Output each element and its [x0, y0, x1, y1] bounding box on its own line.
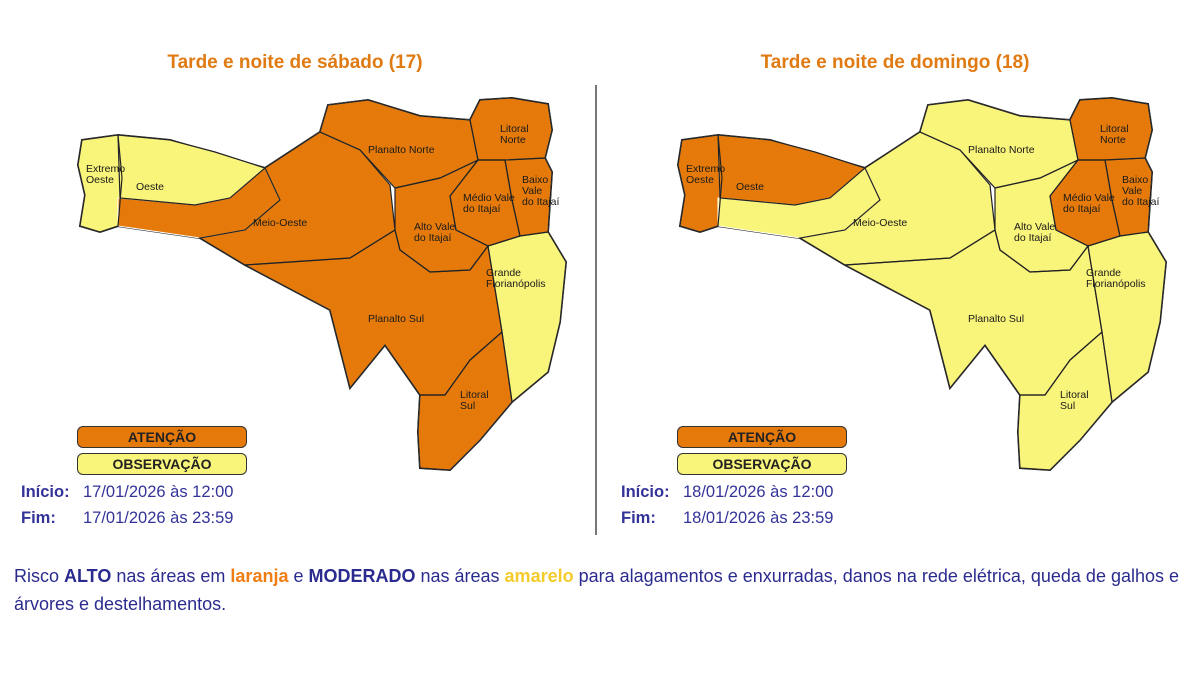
- footer-text: nas áreas em: [111, 566, 231, 586]
- region-label-grande-florianopolis: Grande Florianópolis: [486, 267, 546, 290]
- region-border: [842, 229, 1103, 396]
- region-label-alto-vale: Alto Vale do Itajaí: [1014, 221, 1055, 244]
- panel-divider: [595, 85, 597, 535]
- color-yellow-word: amarelo: [504, 566, 574, 586]
- legend-observation: OBSERVAÇÃO: [677, 453, 847, 475]
- region-border: [77, 134, 123, 233]
- region-label-medio-vale: Médio Vale do Itajaí: [463, 192, 515, 215]
- region-label-litoral-norte: Litoral Norte: [500, 123, 529, 146]
- footer-text: nas áreas: [415, 566, 505, 586]
- start-label: Início:: [621, 483, 670, 501]
- region-label-litoral-norte: Litoral Norte: [1100, 123, 1129, 146]
- start-label: Início:: [21, 483, 70, 501]
- region-label-litoral-sul: Litoral Sul: [1060, 389, 1089, 412]
- region-label-grande-florianopolis: Grande Florianópolis: [1086, 267, 1146, 290]
- risk-high: ALTO: [64, 566, 112, 586]
- region-label-extremo-oeste: Extremo Oeste: [686, 163, 725, 186]
- region-label-oeste: Oeste: [736, 181, 764, 193]
- region-label-extremo-oeste: Extremo Oeste: [86, 163, 125, 186]
- region-border: [242, 229, 503, 396]
- footer-text: Risco: [14, 566, 65, 586]
- region-label-planalto-norte: Planalto Norte: [968, 144, 1035, 156]
- risk-moderate: MODERADO: [308, 566, 416, 586]
- legend-attention: ATENÇÃO: [77, 426, 247, 448]
- region-label-oeste: Oeste: [136, 181, 164, 193]
- region-label-planalto-sul: Planalto Sul: [968, 313, 1024, 325]
- region-label-litoral-sul: Litoral Sul: [460, 389, 489, 412]
- end-value: 17/01/2026 às 23:59: [83, 509, 234, 527]
- start-value: 17/01/2026 às 12:00: [83, 483, 234, 501]
- end-label: Fim:: [21, 509, 56, 527]
- end-label: Fim:: [621, 509, 656, 527]
- end-time: Fim: 17/01/2026 às 23:59: [21, 509, 233, 528]
- panel-title: Tarde e noite de domingo (18): [760, 52, 1030, 73]
- region-border: [717, 134, 867, 206]
- region-label-baixo-vale: Baixo Vale do Itajaí: [522, 174, 559, 208]
- state-map: Extremo Oeste Oeste Meio-Oeste Planalto Nort…: [76, 96, 568, 472]
- start-time: Início: 18/01/2026 às 12:00: [621, 483, 833, 502]
- legend-observation: OBSERVAÇÃO: [77, 453, 247, 475]
- forecast-panel-saturday: Tarde e noite de sábado (17) Extremo Oest…: [0, 0, 590, 540]
- start-time: Início: 17/01/2026 às 12:00: [21, 483, 233, 502]
- region-border: [117, 134, 267, 206]
- footer-text: e: [288, 566, 309, 586]
- region-label-planalto-norte: Planalto Norte: [368, 144, 435, 156]
- risk-description: Risco ALTO nas áreas em laranja e MODERA…: [14, 562, 1199, 618]
- legend-attention: ATENÇÃO: [677, 426, 847, 448]
- region-border: [677, 134, 723, 233]
- region-label-medio-vale: Médio Vale do Itajaí: [1063, 192, 1115, 215]
- region-border: [417, 330, 513, 471]
- state-map: Extremo Oeste Oeste Meio-Oeste Planalto Nort…: [676, 96, 1168, 472]
- forecast-panel-sunday: Tarde e noite de domingo (18) Extremo Oes…: [600, 0, 1190, 540]
- region-label-meio-oeste: Meio-Oeste: [853, 217, 907, 229]
- color-orange-word: laranja: [230, 566, 289, 586]
- start-value: 18/01/2026 às 12:00: [683, 483, 834, 501]
- end-time: Fim: 18/01/2026 às 23:59: [621, 509, 833, 528]
- panel-title: Tarde e noite de sábado (17): [167, 52, 423, 73]
- end-value: 18/01/2026 às 23:59: [683, 509, 834, 527]
- region-border: [1017, 330, 1113, 471]
- region-label-meio-oeste: Meio-Oeste: [253, 217, 307, 229]
- footer-text: para alagamentos e enxurradas, danos na …: [14, 566, 1180, 614]
- region-label-baixo-vale: Baixo Vale do Itajaí: [1122, 174, 1159, 208]
- region-label-alto-vale: Alto Vale do Itajaí: [414, 221, 455, 244]
- region-label-planalto-sul: Planalto Sul: [368, 313, 424, 325]
